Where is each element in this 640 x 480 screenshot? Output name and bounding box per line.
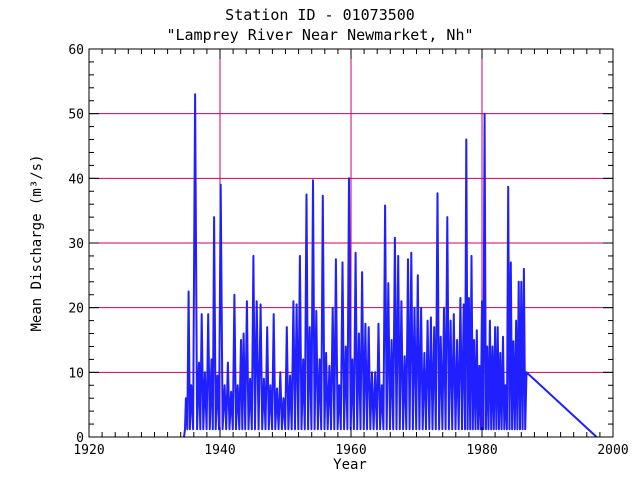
y-tick-label-10: 10 <box>68 366 84 381</box>
y-tick-label-0: 0 <box>76 431 84 446</box>
y-tick-label-30: 30 <box>68 237 84 252</box>
x-tick-label-2000: 2000 <box>597 443 628 458</box>
x-axis-label: Year <box>333 457 367 473</box>
x-tick-label-1960: 1960 <box>335 443 366 458</box>
x-tick-label-1980: 1980 <box>466 443 497 458</box>
tick-labels: 1920 1940 1960 1980 2000 0 10 20 30 40 50 60 <box>68 43 628 458</box>
axes <box>88 48 614 438</box>
chart-title-line-2: "Lamprey River Near Newmarket, Nh" <box>166 26 474 44</box>
y-axis-label: Mean Discharge (m³/s) <box>29 154 45 331</box>
x-tick-label-1920: 1920 <box>73 443 104 458</box>
x-tick-label-1940: 1940 <box>204 443 235 458</box>
y-tick-label-20: 20 <box>68 302 84 317</box>
series-layer <box>183 93 598 438</box>
y-tick-label-50: 50 <box>68 108 84 123</box>
y-tick-label-60: 60 <box>68 43 84 58</box>
y-tick-label-40: 40 <box>68 172 84 187</box>
chart-title-line-1: Station ID - 01073500 <box>225 6 415 24</box>
series-line-0 <box>183 93 598 438</box>
